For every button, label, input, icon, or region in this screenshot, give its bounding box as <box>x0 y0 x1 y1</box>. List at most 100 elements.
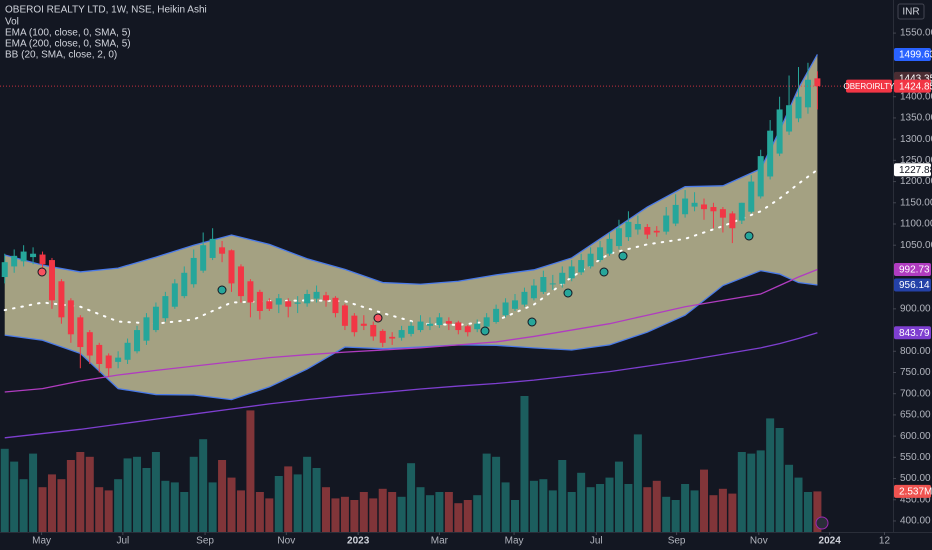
y-tick-label: 500.00 <box>900 473 931 484</box>
y-tick-label: 550.00 <box>900 452 931 463</box>
candle-body <box>351 315 358 333</box>
volume-bar <box>57 479 66 532</box>
plot <box>0 54 893 532</box>
x-tick-label: Nov <box>277 536 295 547</box>
volume-bar <box>151 452 160 532</box>
volume-bar <box>425 495 434 532</box>
volume-bar <box>709 495 718 532</box>
signal-marker <box>217 285 227 295</box>
currency-box[interactable] <box>897 3 925 20</box>
symbol: OBEROIRLTY <box>844 82 896 91</box>
candle-body <box>39 254 46 265</box>
volume-bar <box>662 496 671 532</box>
currency[interactable]: INR <box>902 7 919 18</box>
x-tick-label: 2023 <box>347 536 370 547</box>
volume-bar <box>813 491 822 532</box>
y-tick-label: 600.00 <box>900 431 931 442</box>
candle-body <box>559 272 566 284</box>
alert-icon[interactable] <box>815 516 829 530</box>
legend-volume: Vol <box>5 17 19 28</box>
candle-body <box>549 283 556 285</box>
y-tick-label: 450.00 <box>900 494 931 505</box>
candle-body <box>171 283 178 307</box>
y-tick-label: 900.00 <box>900 303 931 314</box>
candle-body <box>134 330 141 352</box>
volume-bar <box>775 428 784 532</box>
candle-body <box>30 253 37 258</box>
candle-body <box>710 207 717 212</box>
volume-bar <box>378 488 387 532</box>
volume-bar <box>785 464 794 532</box>
candle-body <box>568 266 575 279</box>
candle-body <box>644 226 651 235</box>
volume-bar <box>454 503 463 532</box>
volume-bar <box>274 476 283 532</box>
volume-bar <box>473 495 482 532</box>
candle-body <box>228 250 235 284</box>
candle-body <box>323 295 330 301</box>
y-tick-label: 1050.00 <box>900 240 932 251</box>
candle-body <box>615 228 622 247</box>
volume-bar <box>794 477 803 532</box>
y-tick-label: 1300.00 <box>900 134 932 145</box>
volume-bar <box>29 453 38 532</box>
candle-body <box>597 247 604 261</box>
signal-marker <box>527 317 537 327</box>
volume-bar <box>548 490 557 532</box>
y-tick-label: 1250.00 <box>900 155 932 166</box>
signal-marker <box>480 326 490 336</box>
candle-body <box>209 238 216 258</box>
bb-upper <box>4 54 818 285</box>
volume-bar <box>236 490 245 532</box>
volume-bar <box>76 452 85 532</box>
signal-marker <box>563 288 573 298</box>
volume-bar <box>633 434 642 532</box>
candle-body <box>152 306 159 331</box>
bb-basis-value-box <box>894 163 931 177</box>
volume-bar <box>312 468 321 532</box>
volume-bar <box>359 492 368 532</box>
candle-body <box>663 215 670 232</box>
legend-title: OBEROI REALTY LTD, 1W, NSE, Heikin Ashi <box>5 5 207 16</box>
y-tick-label: 650.00 <box>900 410 931 421</box>
symbol-box <box>846 79 892 93</box>
candle-body <box>587 253 594 267</box>
volume-bar <box>558 460 567 532</box>
ema-line <box>4 332 818 439</box>
volume-bar <box>284 466 293 532</box>
volume-bar <box>718 488 727 532</box>
volume-bar <box>199 439 208 532</box>
volume-bar <box>511 500 520 532</box>
candle-body <box>483 317 490 327</box>
candle-body <box>48 260 55 301</box>
volume-bar <box>803 492 812 532</box>
y-tick-label: 1200.00 <box>900 176 932 187</box>
volume-bar <box>10 461 19 532</box>
volume-bar <box>170 482 179 532</box>
volume-bar <box>218 460 227 532</box>
volume-bar <box>520 396 529 532</box>
candle-body <box>200 245 207 271</box>
bb-lower-value: 956.14 <box>899 280 930 291</box>
candle-body <box>105 355 112 369</box>
candle-body <box>748 181 755 212</box>
volume-bar <box>577 472 586 532</box>
signal-markers <box>37 231 754 336</box>
volume-bar <box>747 453 756 532</box>
candle-body <box>67 300 74 335</box>
candle-body <box>313 291 320 299</box>
ema-value-box <box>894 326 931 340</box>
candle-body <box>379 330 386 343</box>
candle-body <box>11 255 18 267</box>
candle-body <box>360 323 367 326</box>
volume-bar <box>397 496 406 532</box>
volume-bar <box>322 487 331 532</box>
candle-body <box>455 322 462 331</box>
candle-body <box>266 301 273 309</box>
candle-body <box>115 357 122 362</box>
bb-basis <box>3 168 819 326</box>
candle-body <box>701 204 708 210</box>
volume-bar <box>114 479 123 532</box>
y-tick-label: 400.00 <box>900 516 931 527</box>
